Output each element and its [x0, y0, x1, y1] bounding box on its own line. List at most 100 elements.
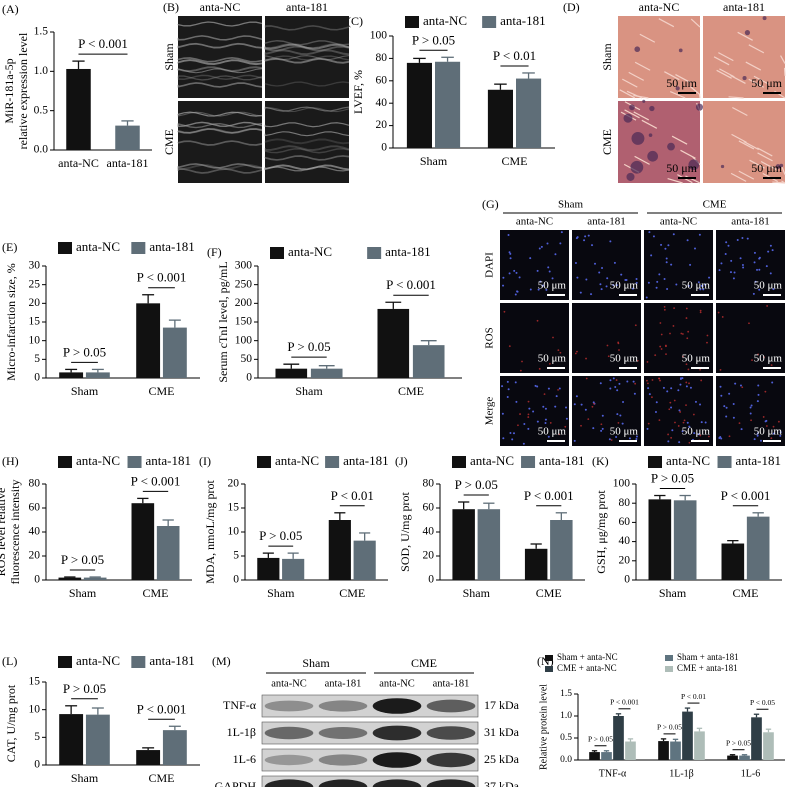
significance-label: P < 0.001: [610, 698, 639, 707]
ros-dot: [558, 433, 561, 436]
dapi-dot: [675, 283, 678, 286]
bar: [751, 717, 762, 760]
scale-bar-label: 50 μm: [754, 353, 783, 365]
bar: [131, 503, 155, 580]
dapi-dot: [655, 286, 658, 289]
blot-strip: [261, 748, 479, 772]
echo-trace: [177, 82, 263, 88]
ros-dot: [527, 400, 530, 403]
column-label: anta-181: [731, 216, 769, 228]
dapi-dot: [670, 387, 673, 390]
legend-swatch: [127, 456, 142, 468]
blot-strip: [261, 721, 479, 745]
bar: [658, 741, 669, 760]
y-tick-label: 100: [235, 334, 253, 346]
y-tick-label: 15: [228, 502, 240, 514]
echo-trace: [177, 111, 263, 117]
panel-label: (E): [2, 240, 17, 254]
dapi-dot: [650, 254, 653, 257]
dapi-dot: [502, 437, 505, 440]
dapi-dot: [689, 263, 692, 266]
dapi-dot: [654, 411, 657, 414]
ros-dot: [538, 367, 541, 370]
echo-trace: [177, 75, 263, 81]
ros-dot: [673, 399, 676, 402]
bar: [115, 125, 140, 150]
fiber: [671, 135, 688, 145]
dapi-dot: [772, 288, 775, 291]
y-axis-label: Relative protein level: [538, 684, 549, 770]
fiber: [690, 86, 701, 96]
bar: [727, 755, 738, 760]
dapi-dot: [725, 241, 728, 244]
dapi-dot: [625, 279, 628, 282]
x-tick-label: Sham: [71, 771, 99, 785]
fiber: [634, 155, 650, 165]
ros-dot: [685, 317, 688, 319]
legend-label: anta-181: [539, 453, 584, 468]
dapi-dot: [699, 288, 702, 291]
group-label: Sham: [558, 199, 584, 211]
dapi-dot: [645, 296, 648, 299]
blot-band: [426, 779, 476, 787]
y-tick-label: 15: [29, 316, 41, 328]
echo-trace: [264, 138, 350, 145]
bar: [406, 62, 432, 148]
echo-image: [265, 16, 349, 98]
x-tick-label: Sham: [420, 154, 448, 168]
dapi-dot: [647, 387, 650, 390]
dapi-dot: [614, 385, 617, 388]
dapi-dot: [736, 239, 739, 242]
column-label: anta-NC: [379, 678, 415, 689]
bar: [257, 557, 280, 580]
ros-dot: [519, 369, 522, 372]
y-tick-label: 20: [376, 119, 388, 131]
y-tick-label: 0: [381, 142, 387, 154]
dapi-dot: [749, 406, 752, 409]
echo-trace: [177, 66, 263, 73]
dapi-dot: [729, 271, 732, 274]
ros-dot: [677, 425, 680, 427]
dapi-dot: [663, 277, 666, 280]
fiber: [731, 133, 747, 143]
ros-dot: [634, 382, 637, 385]
ros-dot: [580, 424, 582, 427]
scale-bar-label: 50 μm: [610, 280, 639, 292]
dapi-dot: [507, 233, 510, 236]
legend-label: anta-181: [500, 13, 545, 28]
y-axis-label: relative expression level: [16, 32, 30, 149]
legend-label: anta-NC: [275, 453, 319, 468]
legend-swatch: [58, 656, 72, 668]
echo-trace: [177, 21, 263, 27]
dapi-dot: [612, 377, 615, 380]
nucleus: [634, 46, 641, 53]
dapi-dot: [574, 262, 577, 265]
dapi-dot: [652, 235, 655, 238]
fiber: [745, 61, 762, 71]
echo-trace: [177, 35, 263, 41]
y-tick-label: 30: [29, 260, 41, 272]
dapi-dot: [732, 403, 735, 406]
size-label: 25 kDa: [484, 752, 520, 766]
legend-label: CME + anta-NC: [557, 663, 617, 673]
y-axis-label: SOD, U/mg prot: [398, 492, 412, 572]
dapi-dot: [536, 420, 539, 423]
row-label: TNF-α: [223, 698, 257, 712]
ros-dot: [543, 393, 546, 396]
dapi-dot: [616, 413, 619, 416]
y-tick-label: 80: [29, 478, 41, 490]
echo-trace: [177, 68, 263, 74]
fiber: [624, 109, 640, 119]
ros-dot: [618, 349, 620, 351]
y-tick-label: 100: [613, 478, 631, 490]
y-tick-label: 0.5: [560, 733, 572, 743]
ros-dot: [548, 362, 551, 365]
echo-trace: [264, 131, 350, 137]
ros-dot: [527, 413, 530, 416]
scale-bar-label: 50 μm: [682, 280, 711, 292]
column-label: anta-NC: [639, 0, 680, 14]
dapi-dot: [672, 233, 675, 236]
significance-label: P > 0.05: [726, 738, 751, 747]
ros-dot: [615, 379, 618, 381]
significance-label: P < 0.01: [331, 488, 374, 503]
